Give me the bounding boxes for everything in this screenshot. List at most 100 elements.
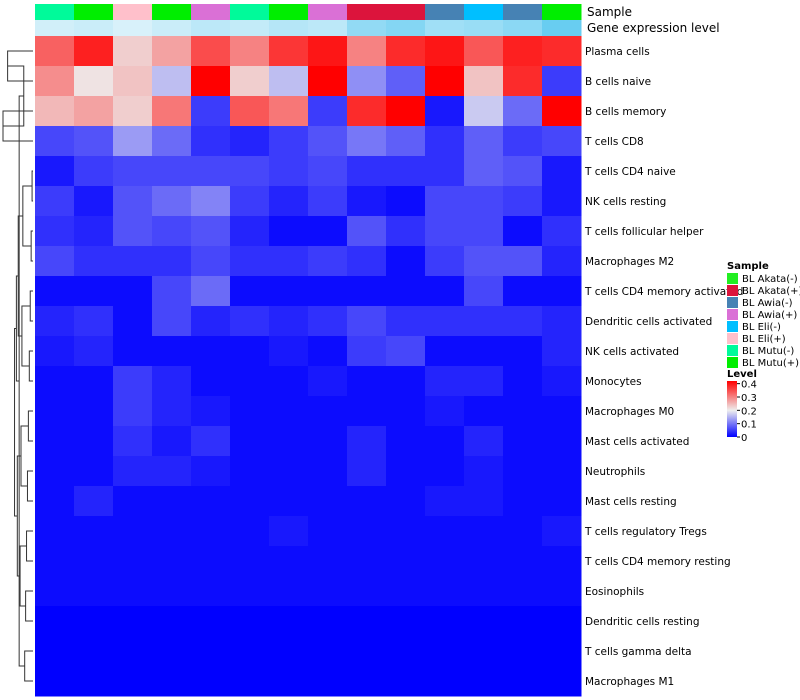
heatmap-cell (347, 426, 387, 457)
heatmap-cell (113, 246, 153, 277)
sample-legend-swatch (727, 309, 738, 320)
heatmap-cell (269, 426, 309, 457)
heatmap-cell (503, 546, 543, 577)
heatmap-cell (35, 366, 75, 397)
sample-annotation-cell (308, 4, 348, 20)
row-label: T cells gamma delta (584, 646, 692, 658)
heatmap-cell (74, 606, 114, 637)
heatmap-cell (308, 396, 348, 427)
sample-legend-swatch (727, 297, 738, 308)
heatmap-cell (425, 126, 465, 157)
heatmap-cell (542, 366, 582, 397)
heatmap-cell (74, 96, 114, 127)
heatmap-cell (347, 216, 387, 247)
heatmap-cell (35, 96, 75, 127)
heatmap-cell (191, 666, 231, 697)
heatmap-cell (425, 36, 465, 67)
heatmap-cell (503, 156, 543, 187)
heatmap-cell (269, 276, 309, 307)
heatmap-cell (230, 366, 270, 397)
heatmap-cell (308, 126, 348, 157)
heatmap-cell (230, 306, 270, 337)
heatmap-cell (35, 666, 75, 697)
sample-legend-label: BL Awia(-) (742, 298, 793, 309)
heatmap-cell (386, 306, 426, 337)
row-dendrogram (2, 50, 33, 682)
level-color-bar (727, 381, 737, 437)
heatmap-cell (191, 606, 231, 637)
level-tick-label: 0.2 (741, 406, 757, 417)
heatmap-cell (191, 36, 231, 67)
heatmap-cell (74, 186, 114, 217)
heatmap-cell (308, 336, 348, 367)
sample-annotation-cell (464, 4, 504, 20)
heatmap-cell (35, 306, 75, 337)
heatmap-cell (542, 636, 582, 667)
dendrogram-branch (14, 328, 18, 517)
heatmap-cell (542, 156, 582, 187)
heatmap-cell (113, 186, 153, 217)
gene-expression-annotation-cell (230, 20, 270, 36)
heatmap-cell (35, 126, 75, 157)
heatmap-cell (347, 276, 387, 307)
dendrogram-branch (29, 290, 33, 322)
sample-annotation-cell (35, 4, 75, 20)
heatmap-cell (152, 426, 192, 457)
heatmap-cell (152, 366, 192, 397)
sample-legend-label: BL Eli(-) (742, 322, 781, 333)
row-label: Plasma cells (585, 46, 650, 58)
heatmap-cell (347, 456, 387, 487)
heatmap-cell (35, 636, 75, 667)
heatmap-cell (386, 96, 426, 127)
heatmap-cell (191, 156, 231, 187)
sample-annotation-cell (191, 4, 231, 20)
heatmap-cell (386, 606, 426, 637)
row-label: Monocytes (585, 376, 642, 388)
sample-legend-title: Sample (727, 261, 769, 272)
row-label: Mast cells resting (585, 496, 677, 508)
heatmap-cell (542, 546, 582, 577)
heatmap-cell (542, 306, 582, 337)
heatmap-cell (464, 606, 504, 637)
heatmap-cell (74, 366, 114, 397)
heatmap-cell (425, 516, 465, 547)
heatmap-cell (35, 66, 75, 97)
heatmap-cell (191, 96, 231, 127)
heatmap-cell (152, 486, 192, 517)
heatmap-cell (347, 366, 387, 397)
heatmap-cell (191, 396, 231, 427)
heatmap-cell (386, 426, 426, 457)
gene-expression-annotation-cell (308, 20, 348, 36)
sample-annotation-cell (386, 4, 426, 20)
heatmap-cell (308, 516, 348, 547)
heatmap-cell (230, 186, 270, 217)
heatmap-cell (269, 546, 309, 577)
heatmap-cell (35, 336, 75, 367)
heatmap-cell (308, 216, 348, 247)
dendrogram-branch (26, 470, 33, 502)
heatmap-cell (74, 306, 114, 337)
heatmap-cell (269, 636, 309, 667)
dendrogram-branch (27, 410, 33, 442)
sample-legend-swatch (727, 285, 738, 296)
heatmap-cell (35, 36, 75, 67)
level-tick-label: 0.1 (741, 420, 757, 431)
heatmap-cell (152, 216, 192, 247)
heatmap-cell (386, 486, 426, 517)
heatmap-cell (191, 276, 231, 307)
gene-expression-annotation-cell (347, 20, 387, 36)
level-tick-label: 0.3 (741, 393, 757, 404)
heatmap-cell (347, 186, 387, 217)
gene-expression-annotation-cell (386, 20, 426, 36)
heatmap-cell (425, 486, 465, 517)
heatmap-cell (308, 306, 348, 337)
heatmap-cell (386, 246, 426, 277)
heatmap-cell (503, 456, 543, 487)
dendrogram-branch (17, 215, 23, 337)
gene-expression-annotation-cell (269, 20, 309, 36)
heatmap-cell (347, 96, 387, 127)
heatmap-cell (542, 576, 582, 607)
heatmap-cell (152, 306, 192, 337)
heatmap-cell (269, 306, 309, 337)
heatmap-cell (191, 366, 231, 397)
